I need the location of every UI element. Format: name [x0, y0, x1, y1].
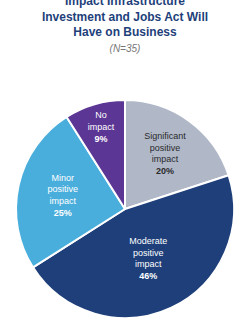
svg-text:Noimpact9%: Noimpact9%: [88, 110, 115, 143]
svg-text:Significantpositiveimpact20%: Significantpositiveimpact20%: [144, 131, 186, 176]
svg-text:Impact InfrastructureInvestmen: Impact InfrastructureInvestment and Jobs…: [42, 0, 208, 54]
svg-text:Moderatepositiveimpact46%: Moderatepositiveimpact46%: [129, 236, 167, 281]
svg-text:Minorpositiveimpact25%: Minorpositiveimpact25%: [47, 173, 78, 218]
